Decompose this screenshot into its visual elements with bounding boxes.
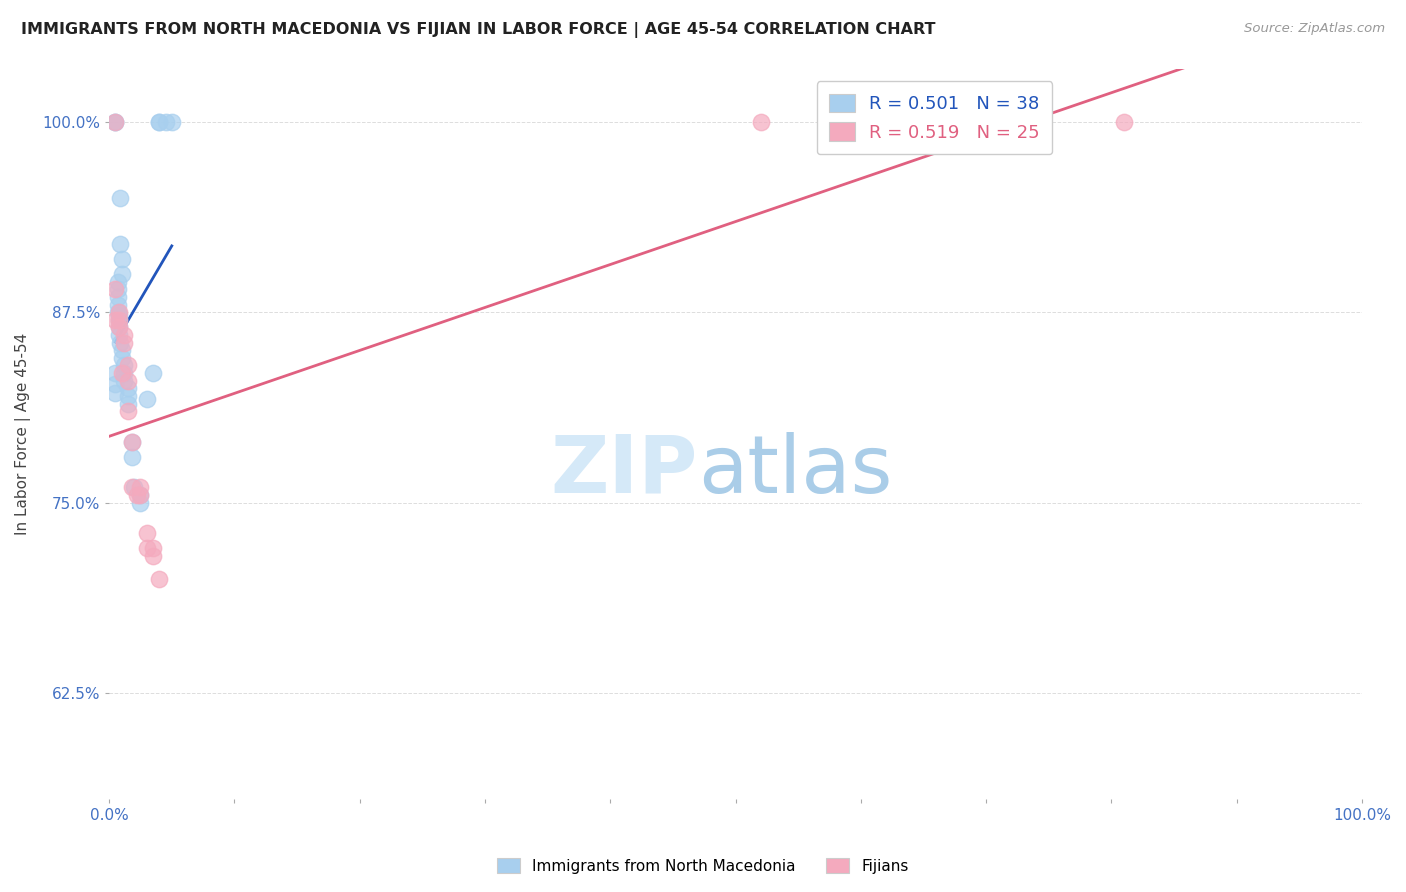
Point (104, 366, 127, 380)
Point (121, 434, 143, 449)
Point (112, 335, 135, 350)
Point (121, 434, 143, 449)
Point (142, 366, 165, 380)
Point (160, 115, 183, 129)
Point (108, 312, 131, 326)
Point (135, 541, 157, 556)
Point (107, 297, 129, 311)
Point (117, 374, 139, 388)
Point (111, 351, 134, 365)
Point (108, 308, 131, 322)
Point (104, 846, 127, 860)
Point (129, 495, 152, 509)
Point (142, 549, 165, 563)
Point (155, 115, 177, 129)
Point (104, 312, 127, 326)
Point (121, 480, 143, 494)
Point (104, 115, 127, 129)
Point (148, 115, 170, 129)
Point (112, 374, 135, 388)
Text: IMMIGRANTS FROM NORTH MACEDONIA VS FIJIAN IN LABOR FORCE | AGE 45-54 CORRELATION: IMMIGRANTS FROM NORTH MACEDONIA VS FIJIA… (21, 22, 935, 38)
Point (129, 488, 152, 502)
Point (117, 404, 139, 418)
Point (104, 385, 127, 400)
Point (111, 267, 134, 281)
Point (108, 320, 131, 334)
Legend: Immigrants from North Macedonia, Fijians: Immigrants from North Macedonia, Fijians (491, 852, 915, 880)
Point (749, 115, 772, 129)
Point (117, 389, 139, 403)
Point (104, 115, 127, 129)
Point (108, 328, 131, 343)
Point (121, 450, 143, 464)
Point (111, 343, 134, 358)
Point (107, 282, 129, 296)
Point (112, 366, 135, 380)
Point (129, 488, 152, 502)
Point (117, 381, 139, 395)
Point (107, 290, 129, 304)
Point (104, 376, 127, 391)
Point (111, 366, 134, 380)
Point (122, 480, 145, 494)
Point (110, 335, 132, 350)
Text: Source: ZipAtlas.com: Source: ZipAtlas.com (1244, 22, 1385, 36)
Point (135, 525, 157, 540)
Point (142, 541, 165, 556)
Point (1112, 115, 1135, 129)
Point (108, 305, 131, 319)
Text: ZIP: ZIP (551, 432, 697, 509)
Point (129, 480, 152, 494)
Point (107, 305, 129, 319)
Point (110, 191, 132, 205)
Point (104, 282, 127, 296)
Point (117, 396, 139, 410)
Point (112, 328, 135, 343)
Point (112, 359, 135, 373)
Point (135, 392, 157, 406)
Point (104, 115, 127, 129)
Point (111, 252, 134, 266)
Point (148, 572, 170, 586)
Y-axis label: In Labor Force | Age 45-54: In Labor Force | Age 45-54 (15, 333, 31, 535)
Point (148, 115, 170, 129)
Text: atlas: atlas (697, 432, 893, 509)
Legend: R = 0.501   N = 38, R = 0.519   N = 25: R = 0.501 N = 38, R = 0.519 N = 25 (817, 81, 1052, 154)
Point (108, 320, 131, 334)
Point (125, 488, 148, 502)
Point (110, 236, 132, 251)
Point (117, 359, 139, 373)
Point (107, 275, 129, 289)
Point (108, 312, 131, 326)
